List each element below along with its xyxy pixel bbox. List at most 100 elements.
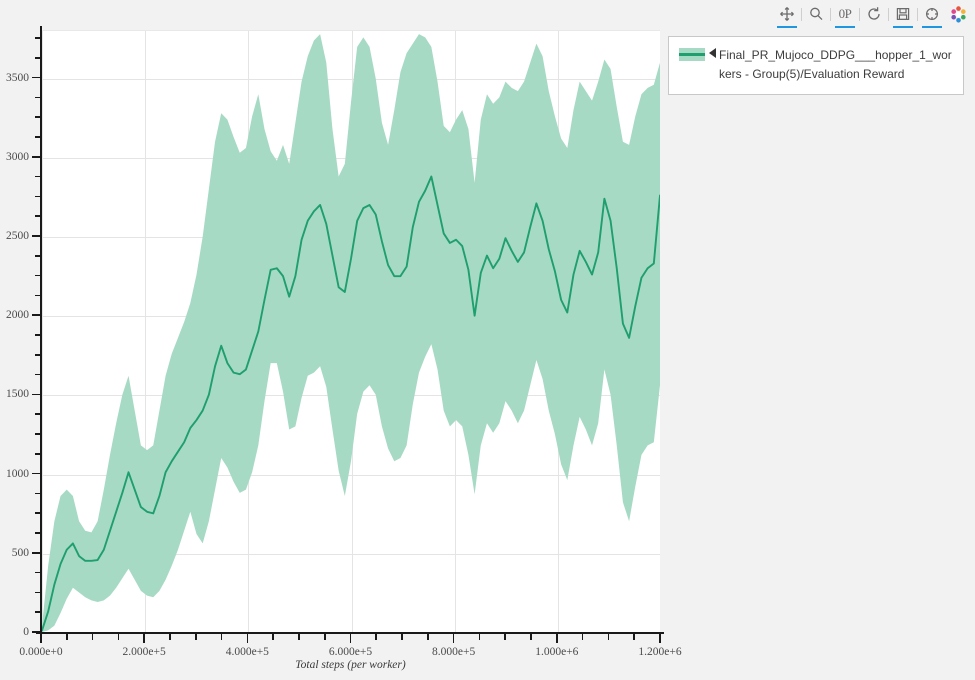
y-tick-label: 2500 (6, 229, 29, 242)
y-tick-label: 1000 (6, 467, 29, 480)
x-tick-major (659, 634, 661, 643)
gridline-vertical (145, 31, 147, 632)
y-tick-major (32, 631, 41, 633)
pan-icon[interactable] (774, 1, 800, 28)
legend-item-label: Final_PR_Mujoco_DDPG___hopper_1_workers … (719, 48, 952, 81)
x-tick-minor (427, 634, 429, 640)
toolbar-divider (801, 7, 802, 21)
x-tick-major (40, 634, 42, 643)
y-tick-minor (35, 452, 41, 455)
x-tick-minor (298, 634, 300, 640)
gridline-horizontal (42, 474, 660, 476)
y-tick-label: 1500 (6, 388, 29, 401)
y-tick-minor (35, 116, 41, 118)
y-tick-minor (35, 56, 41, 59)
x-tick-major (452, 634, 455, 643)
x-axis-ticks: 0.000e+0 2.000e+5 4.000e+5 6.000e+5 8.000e+5… (0, 634, 975, 680)
left-triangle-icon (709, 48, 716, 58)
x-tick-minor (194, 634, 197, 640)
x-tick-minor (504, 634, 507, 640)
y-tick-minor (35, 373, 41, 376)
crosshair-coords-icon[interactable]: 0P (832, 1, 858, 28)
x-tick-minor (478, 634, 481, 640)
x-tick-minor (607, 634, 610, 640)
x-tick-minor (117, 634, 120, 640)
x-tick-label: 0.000e+0 (19, 646, 63, 658)
y-tick-minor (35, 136, 41, 138)
save-icon[interactable] (890, 1, 916, 28)
y-tick-major (32, 393, 41, 396)
y-tick-label: 2000 (6, 309, 29, 322)
y-tick-minor (35, 96, 41, 99)
x-tick-major (349, 634, 352, 643)
mean-line (42, 175, 660, 632)
toolbar-divider (917, 7, 918, 21)
x-tick-minor (272, 634, 274, 640)
refresh-icon[interactable] (861, 1, 887, 27)
y-tick-label: 3500 (6, 71, 29, 84)
y-tick-label: 3000 (6, 150, 29, 163)
legend-swatch-icon (679, 48, 705, 61)
toolbar-divider (830, 7, 831, 21)
y-tick-minor (35, 353, 41, 356)
y-tick-label: 500 (11, 546, 29, 559)
y-tick-minor (35, 532, 41, 534)
y-axis-line (40, 26, 42, 634)
series-plot (42, 34, 660, 632)
y-tick-label: 0 (23, 626, 29, 638)
x-tick-label: 4.000e+5 (225, 646, 269, 658)
x-tick-minor (375, 634, 378, 640)
y-tick-major (32, 314, 41, 316)
x-axis-title: Total steps (per worker) (295, 659, 406, 671)
x-axis-line (36, 632, 664, 634)
x-tick-minor (169, 634, 171, 640)
gridline-horizontal (42, 553, 660, 555)
y-tick-minor (35, 195, 41, 198)
y-tick-minor (35, 215, 41, 217)
y-tick-minor (35, 175, 41, 178)
y-tick-minor (35, 591, 41, 594)
x-tick-minor (401, 634, 403, 640)
y-tick-minor (35, 611, 41, 613)
plot-area[interactable] (41, 30, 660, 632)
x-tick-minor (581, 634, 584, 640)
y-tick-minor (35, 37, 41, 39)
toolbar-divider (888, 7, 889, 21)
y-tick-minor (35, 334, 41, 336)
x-tick-minor (91, 634, 94, 640)
x-tick-major (556, 634, 558, 643)
x-tick-label: 6.000e+5 (328, 646, 373, 658)
x-tick-label: 2.000e+5 (122, 646, 166, 658)
y-tick-major (32, 235, 41, 237)
x-tick-label: 1.000e+6 (535, 646, 579, 658)
x-tick-label: 8.000e+5 (432, 646, 476, 658)
y-tick-major (32, 472, 41, 475)
chart-toolbar[interactable]: 0P (774, 0, 971, 28)
toolbar-divider (859, 7, 860, 21)
legend-line-swatch (679, 53, 705, 56)
zoom-icon[interactable] (803, 1, 829, 27)
coords-label: 0P (838, 6, 852, 21)
x-tick-minor (220, 634, 223, 640)
y-tick-minor (35, 274, 41, 277)
confidence-band (42, 34, 660, 632)
y-tick-minor (35, 433, 41, 435)
y-axis-ticks: 0 500 1000 1500 2000 2500 3000 3500 (0, 0, 41, 680)
plotly-logo-icon[interactable] (945, 1, 971, 27)
x-tick-minor (65, 634, 68, 640)
x-tick-major (246, 634, 249, 643)
y-tick-minor (35, 294, 41, 297)
y-tick-major (32, 551, 41, 554)
y-tick-minor (35, 571, 41, 574)
gridline-horizontal (42, 78, 660, 80)
x-tick-minor (530, 634, 532, 640)
y-tick-minor (35, 512, 41, 514)
gridline-vertical (42, 31, 43, 632)
y-tick-minor (35, 492, 41, 495)
y-tick-major (32, 76, 41, 79)
target-icon[interactable] (919, 1, 945, 28)
x-tick-label: 1.200e+6 (638, 646, 682, 658)
x-tick-minor (323, 634, 326, 640)
chart-legend[interactable]: Final_PR_Mujoco_DDPG___hopper_1_workers … (668, 36, 964, 95)
